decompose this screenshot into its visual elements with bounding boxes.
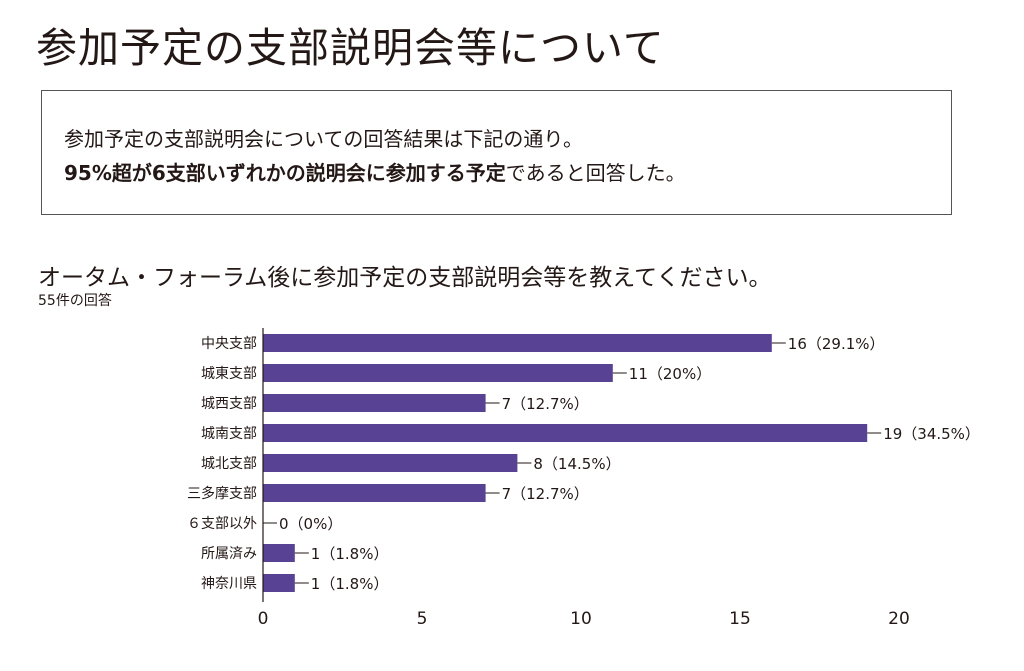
data-label: 0（0%） [279, 515, 342, 533]
x-tick-label: 5 [417, 609, 428, 629]
x-tick-label: 10 [570, 609, 592, 629]
data-label: 19（34.5%） [883, 425, 980, 443]
data-label: 11（20%） [629, 365, 711, 383]
data-label: 7（12.7%） [502, 485, 589, 503]
bar [263, 394, 486, 412]
survey-question: オータム・フォーラム後に参加予定の支部説明会等を教えてください。 [38, 265, 772, 291]
bar [263, 454, 518, 472]
data-label: 16（29.1%） [788, 335, 885, 353]
bar [263, 334, 772, 352]
data-label: 1（1.8%） [311, 575, 389, 593]
category-label: 中央支部 [201, 336, 257, 352]
summary-box: 参加予定の支部説明会についての回答結果は下記の通り。 95%超が6支部いずれかの… [41, 90, 952, 215]
bar-chart: 中央支部 16（29.1%） 城東支部 11（20%） 城西支部 7（12.7%） 城南支部… [187, 328, 980, 629]
summary-line-1: 参加予定の支部説明会についての回答結果は下記の通り。 [64, 127, 583, 151]
summary-highlight: 95%超が6支部いずれかの説明会に参加する予定 [64, 161, 506, 185]
bar [263, 364, 613, 382]
x-tick-label: 0 [258, 609, 269, 629]
summary-line-2: 95%超が6支部いずれかの説明会に参加する予定であると回答した。 [64, 157, 686, 186]
category-label: 城東支部 [201, 366, 257, 382]
category-label: 城南支部 [201, 426, 257, 442]
category-label: 城北支部 [201, 456, 257, 472]
bar [263, 574, 295, 592]
category-label: ６支部以外 [187, 516, 257, 532]
x-tick-label: 20 [888, 609, 910, 629]
x-tick-label: 15 [729, 609, 751, 629]
bar [263, 484, 486, 502]
data-label: 7（12.7%） [502, 395, 589, 413]
bar [263, 424, 868, 442]
response-count: 55件の回答 [38, 293, 112, 309]
bar [263, 544, 295, 562]
category-label: 所属済み [201, 546, 257, 562]
category-label: 神奈川県 [201, 576, 257, 592]
data-label: 8（14.5%） [533, 455, 620, 473]
category-label: 城西支部 [201, 396, 257, 412]
data-label: 1（1.8%） [311, 545, 389, 563]
category-label: 三多摩支部 [187, 485, 257, 502]
summary-line-2-rest: であると回答した。 [505, 161, 686, 185]
page-title: 参加予定の支部説明会等について [36, 24, 665, 72]
